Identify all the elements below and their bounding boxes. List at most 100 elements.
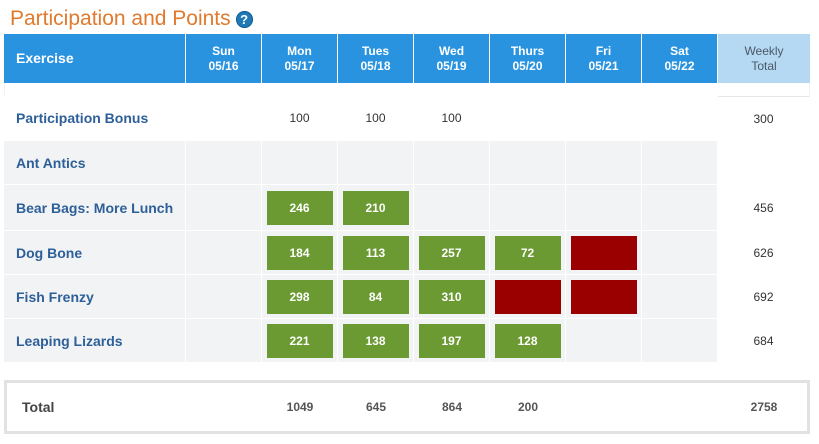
day-header-fri: Fri 05/21: [566, 34, 642, 83]
weekly-total-header-text: Weekly: [744, 43, 784, 58]
day-header-tues: Tues 05/18: [338, 34, 414, 83]
day-name: Thurs: [510, 43, 545, 58]
day-total: 645: [365, 400, 387, 414]
table-row: Bear Bags: More Lunch 246 210 456: [4, 185, 810, 231]
day-cell: 113: [338, 231, 414, 275]
day-cell: 257: [414, 231, 490, 275]
header-spacer: [4, 83, 810, 96]
exercise-column-header: Exercise: [4, 34, 186, 83]
day-cell: [186, 275, 262, 319]
total-label: Total: [22, 399, 55, 415]
day-date: 05/20: [512, 58, 543, 73]
day-cell: [642, 96, 718, 141]
day-cell: 100: [414, 96, 490, 141]
weekly-total-cell: 456: [718, 185, 810, 231]
day-cell: [566, 231, 642, 275]
day-cell: [642, 185, 718, 231]
day-name: Fri: [595, 43, 612, 58]
score-badge[interactable]: 128: [494, 323, 561, 358]
score-badge[interactable]: 184: [266, 235, 333, 270]
day-cell: [262, 141, 338, 185]
day-cell: [490, 185, 566, 231]
weekly-total-header: Weekly Total: [718, 34, 810, 83]
score-badge[interactable]: 72: [494, 235, 561, 270]
bonus-value: 100: [365, 111, 386, 125]
exercise-name[interactable]: Bear Bags: More Lunch: [4, 185, 186, 231]
weekly-total-cell: 300: [718, 96, 810, 141]
day-cell: [186, 96, 262, 141]
day-header-sat: Sat 05/22: [642, 34, 718, 83]
exercise-name[interactable]: Leaping Lizards: [4, 319, 186, 363]
missed-badge[interactable]: [494, 279, 561, 314]
day-cell: [414, 185, 490, 231]
day-cell: [566, 141, 642, 185]
help-icon[interactable]: ?: [235, 10, 253, 28]
exercise-name[interactable]: Ant Antics: [4, 141, 186, 185]
weekly-grand-total: 2758: [750, 400, 778, 414]
day-total: 864: [441, 400, 463, 414]
day-cell: [642, 275, 718, 319]
day-cell: 246: [262, 185, 338, 231]
exercise-rows: Participation Bonus 100 100 100 300 Ant Antic…: [4, 96, 810, 363]
score-badge[interactable]: 221: [266, 323, 333, 358]
day-date: 05/17: [284, 58, 315, 73]
score-badge[interactable]: 197: [418, 323, 485, 358]
day-cell: [338, 141, 414, 185]
table-row: Leaping Lizards 221 138 197 128 684: [4, 319, 810, 363]
points-grid: Exercise Sun 05/16 Mon 05/17 Tues 05/18 Wed 05/…: [4, 34, 810, 363]
exercise-name[interactable]: Dog Bone: [4, 231, 186, 275]
day-cell: [566, 185, 642, 231]
day-header-mon: Mon 05/17: [262, 34, 338, 83]
day-cell: [186, 141, 262, 185]
score-badge[interactable]: 138: [342, 323, 409, 358]
weekly-total-cell: 684: [718, 319, 810, 363]
score-badge[interactable]: 113: [342, 235, 409, 270]
day-cell: 100: [338, 96, 414, 141]
day-name: Mon: [287, 43, 312, 58]
day-cell: 298: [262, 275, 338, 319]
day-date: 05/19: [436, 58, 467, 73]
header-row: Exercise Sun 05/16 Mon 05/17 Tues 05/18 Wed 05/…: [4, 34, 810, 83]
table-row: Fish Frenzy 298 84 310 692: [4, 275, 810, 319]
missed-badge[interactable]: [570, 235, 637, 270]
day-cell: [642, 231, 718, 275]
day-cell: [566, 275, 642, 319]
page-title: Participation and Points: [10, 7, 231, 30]
bonus-value: 100: [441, 111, 462, 125]
day-cell: [566, 96, 642, 141]
weekly-total-cell: 626: [718, 231, 810, 275]
score-badge[interactable]: 310: [418, 279, 485, 314]
day-cell: [186, 231, 262, 275]
day-date: 05/21: [588, 58, 619, 73]
total-row: Total 1049 645 864 200 2758: [4, 380, 810, 434]
day-date: 05/18: [360, 58, 391, 73]
score-badge[interactable]: 298: [266, 279, 333, 314]
day-name: Sun: [212, 43, 235, 58]
day-date: 05/22: [664, 58, 695, 73]
day-cell: [186, 319, 262, 363]
weekly-total-cell: 692: [718, 275, 810, 319]
day-name: Wed: [438, 43, 465, 58]
day-cell: [642, 141, 718, 185]
day-name: Sat: [670, 43, 689, 58]
missed-badge[interactable]: [570, 279, 637, 314]
title-row: Participation and Points ?: [10, 5, 253, 33]
weekly-total-cell: [718, 141, 810, 185]
day-name: Tues: [361, 43, 390, 58]
day-cell: [186, 185, 262, 231]
day-cell: 197: [414, 319, 490, 363]
score-badge[interactable]: 84: [342, 279, 409, 314]
points-board: Exercise Sun 05/16 Mon 05/17 Tues 05/18 Wed 05/…: [4, 34, 810, 363]
exercise-name[interactable]: Fish Frenzy: [4, 275, 186, 319]
score-badge[interactable]: 210: [342, 190, 409, 225]
score-badge[interactable]: 257: [418, 235, 485, 270]
day-date: 05/16: [208, 58, 239, 73]
day-cell: 221: [262, 319, 338, 363]
score-badge[interactable]: 246: [266, 190, 333, 225]
day-total: 200: [517, 400, 539, 414]
bonus-value: 100: [289, 111, 310, 125]
day-cell: 72: [490, 231, 566, 275]
day-cell: 128: [490, 319, 566, 363]
day-cell: 310: [414, 275, 490, 319]
day-cell: [490, 96, 566, 141]
